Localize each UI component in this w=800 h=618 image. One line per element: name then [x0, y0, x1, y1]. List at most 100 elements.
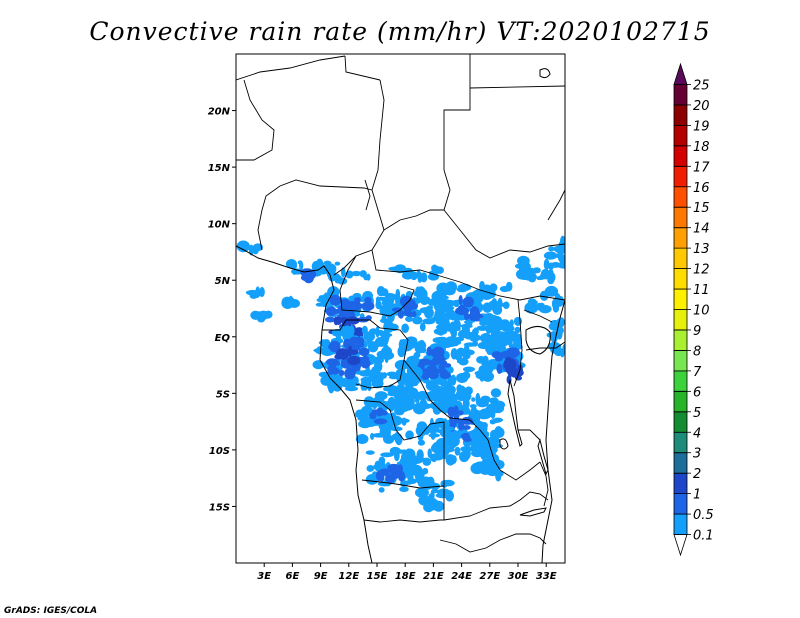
- rain-cell: [450, 374, 457, 386]
- rain-cell: [418, 358, 432, 366]
- rain-cell: [547, 275, 555, 285]
- rain-cell: [516, 271, 531, 280]
- rain-cell: [489, 429, 498, 440]
- rain-cell: [329, 294, 342, 306]
- rain-cell: [474, 370, 487, 376]
- rain-cell: [462, 425, 471, 430]
- rain-cell: [462, 296, 475, 308]
- coastline-east: [541, 299, 565, 563]
- colorbar-swatch: [673, 350, 688, 372]
- colorbar-label: 8: [693, 344, 701, 359]
- rain-cell: [252, 311, 265, 317]
- rain-cell: [378, 372, 385, 379]
- rain-cell: [435, 266, 444, 274]
- rain-cell: [437, 330, 444, 336]
- colorbar-label: 0.1: [693, 529, 714, 544]
- rain-cell: [417, 271, 423, 283]
- rain-cell: [430, 429, 436, 440]
- rain-cell: [503, 350, 518, 356]
- rain-cell: [437, 405, 445, 411]
- rain-cell: [376, 399, 382, 407]
- rain-cell: [452, 337, 465, 342]
- colorbar-swatch: [673, 288, 688, 310]
- colorbar-swatch: [673, 370, 688, 392]
- rain-cell: [412, 316, 423, 325]
- rain-cell: [288, 295, 294, 308]
- rain-cell: [405, 336, 418, 346]
- colorbar-swatch: [673, 145, 688, 167]
- rain-cell: [445, 281, 458, 293]
- lake-kariba: [519, 507, 547, 517]
- rain-cell: [405, 387, 411, 393]
- rain-cell: [419, 340, 425, 345]
- rain-cell: [334, 353, 347, 360]
- rain-cell: [462, 366, 475, 373]
- rain-cell: [509, 319, 514, 327]
- rain-cell: [322, 339, 330, 344]
- rain-cell: [393, 449, 407, 454]
- rain-cell: [436, 294, 446, 301]
- colorbar-label: 15: [693, 201, 710, 216]
- rain-cell: [462, 352, 471, 360]
- colorbar-swatch: [673, 84, 688, 106]
- rain-cell: [376, 355, 385, 361]
- colorbar-label: 10: [693, 304, 710, 319]
- rain-cell: [479, 317, 484, 325]
- rain-cell: [532, 267, 541, 274]
- rain-cell: [253, 243, 263, 252]
- rain-cell: [418, 495, 431, 506]
- rain-cell: [348, 349, 359, 355]
- lake-victoria: [525, 326, 551, 355]
- rain-cell: [441, 426, 455, 432]
- rain-cell: [479, 280, 485, 292]
- footer-credit: GrADS: IGES/COLA: [4, 606, 97, 616]
- rain-cell: [414, 397, 420, 404]
- rain-cell: [344, 383, 356, 388]
- rain-cell: [355, 296, 361, 304]
- rain-cell: [515, 333, 522, 344]
- rain-cell: [333, 316, 339, 326]
- lake-mweru: [499, 438, 509, 450]
- y-tick-label: 20N: [208, 107, 231, 118]
- rain-cell: [558, 317, 565, 328]
- rain-cell: [428, 370, 439, 380]
- rain-cell: [485, 346, 496, 354]
- rain-cell: [439, 299, 452, 309]
- lake-malawi: [537, 438, 549, 476]
- rain-cell: [546, 286, 558, 297]
- rain-cell: [397, 464, 403, 474]
- rain-cell: [378, 456, 386, 465]
- colorbar-label: 3: [693, 447, 701, 462]
- colorbar-label: 1: [693, 488, 701, 503]
- rain-cell: [413, 373, 418, 380]
- colorbar-swatch: [673, 329, 688, 351]
- rain-cell: [405, 430, 414, 440]
- rain-cell: [435, 446, 440, 455]
- rain-cell: [299, 261, 304, 271]
- rain-cell: [443, 311, 454, 319]
- colorbar-label: 14: [693, 222, 710, 237]
- map-panel: 3E 6E 9E 12E 15E 18E 21E 24E 27E 30E 33E 20N 15N 10N…: [208, 53, 566, 582]
- rain-cell: [495, 470, 504, 477]
- rain-cell: [496, 363, 503, 374]
- colorbar-label: 7: [693, 365, 702, 380]
- rain-cell: [386, 371, 398, 377]
- rain-cell: [494, 322, 503, 330]
- rain-cell: [388, 266, 401, 271]
- rain-cell: [399, 295, 414, 308]
- rain-cell: [432, 346, 445, 358]
- colorbar-label: 4: [693, 426, 701, 441]
- rain-cell: [397, 470, 406, 482]
- rain-cell: [554, 253, 565, 259]
- rain-cell: [505, 281, 513, 292]
- rain-cell: [369, 412, 377, 420]
- rain-cell: [377, 409, 387, 416]
- rain-cell: [458, 295, 463, 306]
- rain-cell: [506, 365, 516, 377]
- rain-cell: [479, 443, 491, 448]
- rain-cell: [381, 314, 387, 324]
- rain-cell: [363, 275, 369, 281]
- rain-cell: [422, 457, 432, 466]
- y-tick-label: 5N: [215, 276, 231, 287]
- colorbar-label: 18: [693, 140, 710, 155]
